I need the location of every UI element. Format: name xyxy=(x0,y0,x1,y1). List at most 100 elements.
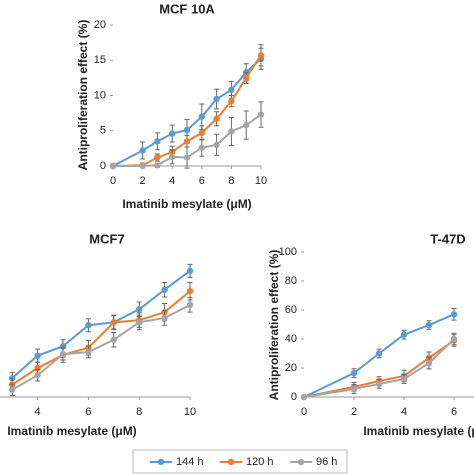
x-tick-label: 8 xyxy=(228,175,234,187)
x-tick-label: 6 xyxy=(199,175,205,187)
y-tick-label: 80 xyxy=(285,275,297,287)
x-tick-label: 4 xyxy=(401,406,407,418)
data-point xyxy=(136,306,143,313)
y-tick-label: 15 xyxy=(94,54,106,66)
data-point xyxy=(198,144,205,151)
chart-title: T-47D xyxy=(430,231,465,246)
data-point xyxy=(154,162,161,169)
series-line xyxy=(112,58,262,167)
data-point xyxy=(198,113,205,120)
data-point xyxy=(110,336,118,343)
data-point xyxy=(228,86,235,94)
data-point xyxy=(257,111,265,118)
y-axis-label: Antiproliferation effect (%) xyxy=(76,20,90,171)
data-point xyxy=(9,374,16,382)
data-point xyxy=(183,154,191,161)
data-point xyxy=(85,348,92,356)
data-point xyxy=(450,311,458,318)
y-tick-label: 20 xyxy=(94,19,106,31)
data-point xyxy=(186,287,194,295)
data-point xyxy=(169,153,176,161)
chart-title: MCF 10A xyxy=(159,1,215,16)
data-point xyxy=(350,369,358,377)
x-tick-label: 0 xyxy=(301,406,307,418)
x-axis-label: Imatinib mesylate (μM) xyxy=(7,424,136,438)
x-tick-label: 6 xyxy=(451,406,457,418)
y-tick-label: 100 xyxy=(279,246,297,258)
data-point xyxy=(228,97,235,105)
data-point xyxy=(243,121,250,129)
x-tick-label: 10 xyxy=(255,175,267,187)
x-tick-label: 2 xyxy=(140,175,146,187)
data-point xyxy=(257,52,265,59)
data-point xyxy=(213,115,220,122)
data-point xyxy=(169,130,176,137)
data-point xyxy=(375,380,383,388)
x-tick-label: 4 xyxy=(169,175,175,187)
data-point xyxy=(183,138,191,145)
series-line xyxy=(11,304,191,391)
data-point xyxy=(59,351,67,358)
data-point xyxy=(198,129,205,137)
data-point xyxy=(85,322,92,329)
series-line xyxy=(112,54,262,167)
chart-title: MCF7 xyxy=(89,231,124,246)
y-tick-label: 60 xyxy=(285,304,297,316)
data-point xyxy=(9,386,16,393)
series-line xyxy=(303,313,455,398)
data-point xyxy=(300,393,308,401)
data-point xyxy=(350,385,358,393)
data-point xyxy=(400,375,408,383)
data-point xyxy=(425,321,433,329)
y-axis-label: Antiproliferation effect (%) xyxy=(267,250,281,401)
data-point xyxy=(139,162,146,170)
data-point xyxy=(425,359,433,367)
data-point xyxy=(186,267,194,275)
series-line xyxy=(303,338,455,398)
legend-marker xyxy=(157,458,165,466)
legend-marker xyxy=(227,458,235,466)
data-point xyxy=(186,301,194,309)
data-point xyxy=(183,126,191,134)
data-point xyxy=(154,154,161,161)
data-point xyxy=(161,286,168,293)
y-tick-label: 0 xyxy=(291,391,297,403)
x-tick-label: 4 xyxy=(35,406,41,418)
legend-label: 120 h xyxy=(246,456,274,468)
data-point xyxy=(400,331,408,338)
data-point xyxy=(154,138,161,145)
y-tick-label: 10 xyxy=(94,89,106,101)
x-tick-label: 2 xyxy=(351,406,357,418)
data-point xyxy=(213,95,220,103)
series-line xyxy=(113,113,262,167)
data-point xyxy=(136,319,143,326)
legend-marker xyxy=(297,458,305,466)
x-axis-label: Imatinib mesylate (μM) xyxy=(363,424,474,438)
data-point xyxy=(450,335,458,343)
y-tick-label: 0 xyxy=(100,160,106,172)
legend-label: 144 h xyxy=(176,456,204,468)
x-tick-label: 6 xyxy=(85,406,91,418)
series-line xyxy=(11,270,191,379)
x-axis-label: Imatinib mesylate (μM) xyxy=(122,197,251,211)
data-point xyxy=(109,162,117,170)
x-tick-label: 8 xyxy=(136,406,142,418)
y-tick-label: 20 xyxy=(285,362,297,374)
data-point xyxy=(228,128,235,135)
y-tick-label: 40 xyxy=(285,333,297,345)
series-line xyxy=(303,339,455,398)
data-point xyxy=(243,74,250,82)
data-point xyxy=(34,352,41,359)
data-point xyxy=(213,141,220,149)
legend-label: 96 h xyxy=(316,456,337,468)
data-point xyxy=(161,314,168,322)
y-tick-label: 5 xyxy=(100,125,106,137)
data-point xyxy=(110,319,118,326)
series-line xyxy=(11,290,191,386)
data-point xyxy=(139,147,146,154)
x-tick-label: 10 xyxy=(184,406,196,418)
data-point xyxy=(375,350,383,357)
x-tick-label: 0 xyxy=(110,175,116,187)
